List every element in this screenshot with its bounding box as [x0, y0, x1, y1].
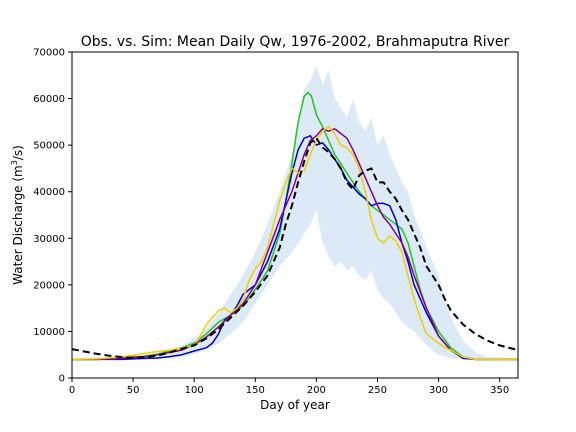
- y-axis-label-tail: /s): [11, 145, 25, 160]
- y-tick-label: 50000: [33, 141, 65, 152]
- x-tick-label: 200: [307, 385, 326, 396]
- x-tick-label: 300: [429, 385, 448, 396]
- y-tick-label: 40000: [33, 187, 65, 198]
- x-axis-label: Day of year: [260, 398, 330, 412]
- x-tick-label: 250: [368, 385, 387, 396]
- chart-title: Obs. vs. Sim: Mean Daily Qw, 1976-2002, …: [81, 34, 510, 50]
- y-tick-label: 60000: [33, 94, 65, 105]
- x-tick-label: 150: [246, 385, 265, 396]
- y-tick-label: 0: [59, 374, 65, 385]
- y-tick-label: 10000: [33, 327, 65, 338]
- x-tick-label: 50: [127, 385, 140, 396]
- x-tick-label: 100: [185, 385, 204, 396]
- y-axis-label: Water Discharge (m3/s): [10, 145, 25, 285]
- x-tick-label: 0: [69, 385, 75, 396]
- y-tick-label: 30000: [33, 234, 65, 245]
- y-tick-label: 20000: [33, 280, 65, 291]
- y-tick-label: 70000: [33, 48, 65, 59]
- x-tick-label: 350: [490, 385, 509, 396]
- y-axis-label-main: Water Discharge (m: [11, 165, 25, 285]
